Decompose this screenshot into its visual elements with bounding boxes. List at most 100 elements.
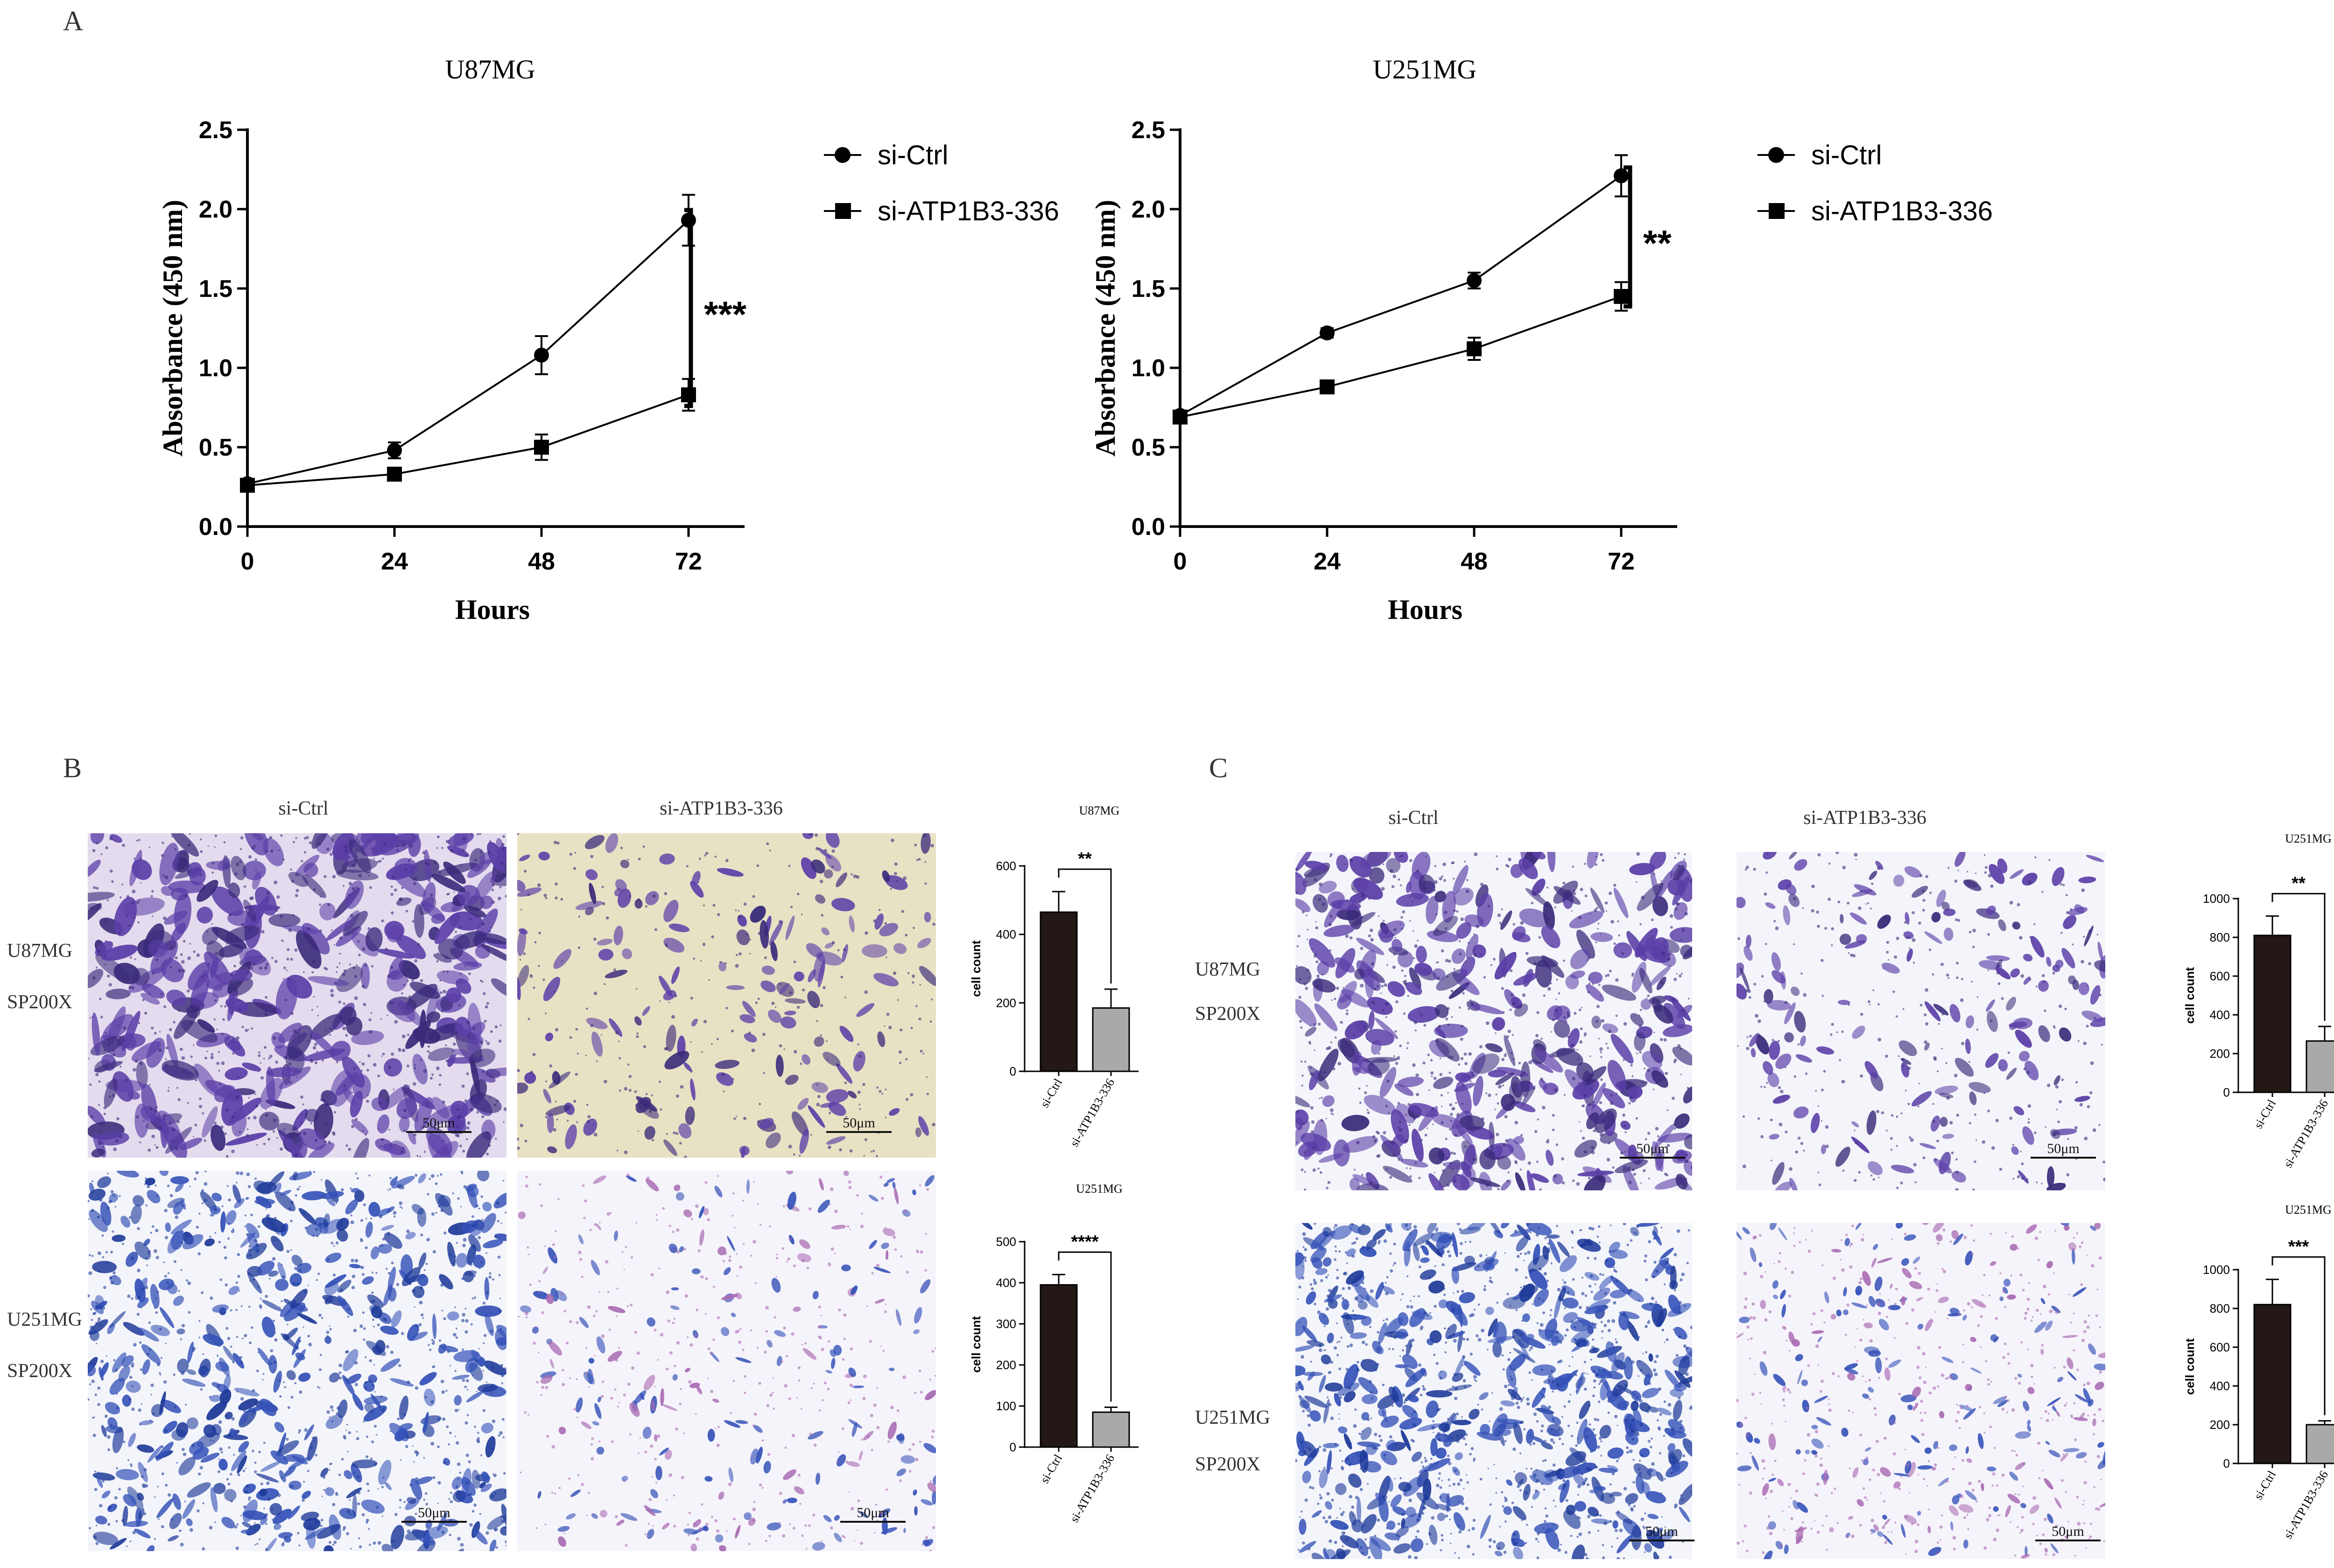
stained-cell xyxy=(2055,959,2064,968)
pore xyxy=(265,996,268,999)
pore xyxy=(1409,1175,1412,1178)
pore xyxy=(198,1320,201,1322)
pore xyxy=(408,995,412,999)
stained-cell xyxy=(162,1060,199,1081)
pore xyxy=(276,895,280,899)
pore xyxy=(1406,1167,1408,1169)
pore xyxy=(699,1527,703,1531)
pore xyxy=(262,1379,264,1381)
pore xyxy=(862,1083,865,1086)
pore xyxy=(905,934,908,937)
pore xyxy=(267,893,269,895)
pore xyxy=(658,1267,661,1270)
pore xyxy=(1918,921,1921,925)
pore xyxy=(282,1381,285,1384)
pore xyxy=(1312,1168,1316,1172)
stained-cell xyxy=(141,983,165,998)
pore xyxy=(288,977,290,980)
pore xyxy=(314,1061,318,1064)
pore xyxy=(136,1313,140,1316)
pore xyxy=(437,1418,441,1421)
pore xyxy=(236,1523,239,1526)
x-tick-label: 48 xyxy=(528,548,555,575)
stained-cell xyxy=(394,858,418,877)
pore xyxy=(1414,1029,1417,1032)
x-tick-label: 0 xyxy=(241,548,254,575)
pore xyxy=(427,1193,429,1195)
pore xyxy=(232,1038,235,1041)
pore xyxy=(333,1540,337,1544)
pore xyxy=(903,876,907,880)
pore xyxy=(1976,996,1979,998)
pore xyxy=(1793,1075,1796,1078)
pore xyxy=(356,1177,359,1180)
stained-cell xyxy=(823,869,833,879)
pore xyxy=(385,1267,388,1270)
pore xyxy=(169,966,172,969)
pore xyxy=(1624,1151,1626,1153)
pore xyxy=(363,1420,365,1423)
pore xyxy=(849,1491,851,1492)
pore xyxy=(1414,944,1418,948)
pore xyxy=(456,1328,457,1329)
pore xyxy=(160,1357,163,1359)
pore xyxy=(1399,1128,1402,1132)
pore xyxy=(757,998,760,1000)
stained-cell xyxy=(428,1047,455,1061)
pore xyxy=(1615,1014,1618,1017)
stained-cell xyxy=(1380,1134,1404,1161)
cell-cluster xyxy=(1736,852,2105,1190)
pore xyxy=(350,1548,352,1550)
stained-cell xyxy=(352,1393,364,1411)
pore xyxy=(264,1513,268,1517)
pore xyxy=(481,922,485,926)
pore xyxy=(1609,970,1612,973)
pore xyxy=(439,1074,442,1077)
pore xyxy=(1420,1013,1423,1017)
stained-cell xyxy=(1924,1001,1941,1021)
pore xyxy=(457,1409,460,1411)
pore xyxy=(560,898,563,901)
pore xyxy=(335,1492,339,1496)
pore xyxy=(324,1301,327,1303)
pore xyxy=(767,1453,771,1456)
pore xyxy=(163,1261,165,1263)
stained-cell xyxy=(2012,921,2021,930)
stained-cell xyxy=(1515,1172,1526,1190)
pore xyxy=(269,836,273,839)
pore xyxy=(160,992,163,995)
pore xyxy=(480,850,483,853)
pore xyxy=(89,1383,91,1385)
y-tick-label: 2.0 xyxy=(1132,196,1165,223)
pore xyxy=(1399,855,1401,858)
pore xyxy=(1505,864,1508,867)
pore xyxy=(2083,1041,2087,1045)
pore xyxy=(503,1107,506,1111)
stained-cell xyxy=(397,1184,405,1189)
stained-cell xyxy=(261,1217,287,1233)
pore xyxy=(890,1406,894,1409)
pore xyxy=(757,1120,760,1123)
pore xyxy=(536,1381,539,1384)
pore xyxy=(624,1087,628,1091)
pore xyxy=(315,1228,318,1231)
pore xyxy=(260,1062,261,1064)
pore xyxy=(578,915,581,918)
stained-cell xyxy=(218,858,231,872)
pore xyxy=(642,845,645,848)
pore xyxy=(94,1363,97,1365)
pore xyxy=(273,1118,277,1122)
pore xyxy=(639,1437,641,1439)
pore xyxy=(436,1066,440,1070)
pore xyxy=(1330,1112,1333,1115)
stained-cell xyxy=(1941,901,1950,911)
pore xyxy=(413,1082,416,1086)
pore xyxy=(1299,978,1301,981)
stained-cell xyxy=(467,859,491,878)
pore xyxy=(126,1545,128,1547)
pore xyxy=(863,1155,865,1157)
pore xyxy=(326,847,330,851)
pore xyxy=(441,1531,445,1534)
pore xyxy=(300,1095,303,1099)
